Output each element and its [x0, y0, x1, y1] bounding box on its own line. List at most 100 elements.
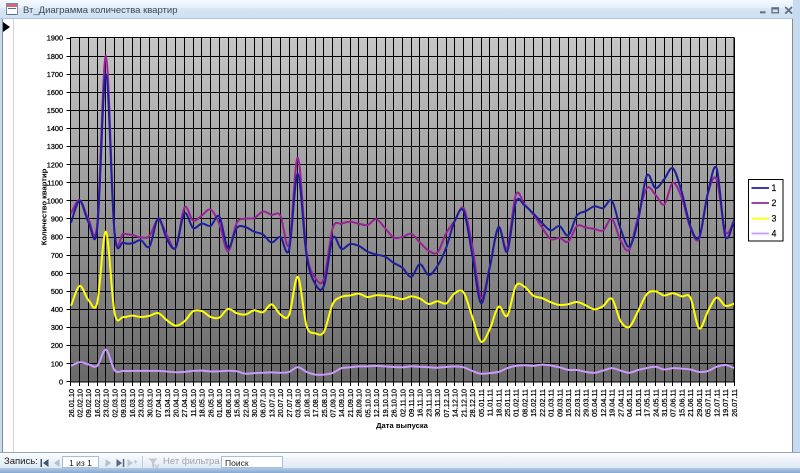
- svg-text:900: 900: [51, 215, 63, 224]
- svg-text:17.08.10: 17.08.10: [311, 389, 320, 417]
- svg-text:20.04.10: 20.04.10: [172, 389, 181, 417]
- svg-text:4: 4: [772, 229, 777, 239]
- svg-text:1100: 1100: [47, 178, 63, 187]
- svg-text:09.02.10: 09.02.10: [84, 389, 93, 417]
- svg-text:13.04.10: 13.04.10: [163, 389, 172, 417]
- svg-text:1700: 1700: [47, 70, 63, 79]
- svg-text:05.10.10: 05.10.10: [363, 389, 372, 417]
- svg-text:08.02.11: 08.02.11: [520, 389, 529, 417]
- svg-text:1800: 1800: [47, 52, 63, 61]
- svg-text:15.03.11: 15.03.11: [564, 389, 573, 417]
- svg-text:23.11.10: 23.11.10: [425, 389, 434, 417]
- svg-text:29.03.11: 29.03.11: [582, 389, 591, 417]
- svg-text:02.02.10: 02.02.10: [76, 389, 85, 417]
- svg-text:07.06.11: 07.06.11: [669, 389, 678, 417]
- svg-text:2: 2: [772, 198, 777, 208]
- svg-text:1400: 1400: [47, 124, 63, 133]
- svg-text:19.07.11: 19.07.11: [721, 389, 730, 417]
- svg-text:15.06.11: 15.06.11: [678, 389, 687, 417]
- svg-text:18.05.10: 18.05.10: [198, 389, 207, 417]
- svg-text:12.04.11: 12.04.11: [599, 389, 608, 417]
- svg-text:22.03.11: 22.03.11: [573, 389, 582, 417]
- svg-text:24.05.11: 24.05.11: [651, 389, 660, 417]
- svg-text:27.04.11: 27.04.11: [616, 389, 625, 417]
- svg-text:07.09.10: 07.09.10: [329, 389, 338, 417]
- svg-text:27.07.10: 27.07.10: [285, 389, 294, 417]
- svg-text:16.11.10: 16.11.10: [416, 389, 425, 417]
- svg-text:05.04.11: 05.04.11: [590, 389, 599, 417]
- svg-text:09.11.10: 09.11.10: [407, 389, 416, 417]
- svg-text:09.03.10: 09.03.10: [119, 389, 128, 417]
- svg-text:3: 3: [772, 214, 777, 224]
- svg-text:1000: 1000: [47, 197, 63, 206]
- svg-text:21.06.11: 21.06.11: [686, 389, 695, 417]
- svg-text:09.03.11: 09.03.11: [555, 389, 564, 417]
- svg-text:800: 800: [51, 233, 63, 242]
- svg-text:500: 500: [51, 287, 63, 296]
- svg-text:22.02.11: 22.02.11: [538, 389, 547, 417]
- svg-text:01.06.10: 01.06.10: [215, 389, 224, 417]
- svg-text:1300: 1300: [47, 142, 63, 151]
- svg-text:30.06.10: 30.06.10: [250, 389, 259, 417]
- svg-text:30.11.10: 30.11.10: [433, 389, 442, 417]
- svg-text:12.10.10: 12.10.10: [372, 389, 381, 417]
- svg-text:01.03.11: 01.03.11: [547, 389, 556, 417]
- svg-text:06.07.10: 06.07.10: [259, 389, 268, 417]
- svg-text:02.11.10: 02.11.10: [398, 389, 407, 417]
- svg-text:15.06.10: 15.06.10: [233, 389, 242, 417]
- svg-text:25.01.11: 25.01.11: [503, 389, 512, 417]
- svg-text:100: 100: [51, 359, 63, 368]
- svg-text:1600: 1600: [47, 88, 63, 97]
- svg-text:16.03.10: 16.03.10: [128, 389, 137, 417]
- svg-text:400: 400: [51, 305, 63, 314]
- svg-text:04.05.11: 04.05.11: [625, 389, 634, 417]
- svg-text:21.09.10: 21.09.10: [346, 389, 355, 417]
- svg-text:19.04.11: 19.04.11: [608, 389, 617, 417]
- svg-text:1: 1: [772, 183, 777, 193]
- svg-text:17.05.11: 17.05.11: [643, 389, 652, 417]
- svg-text:11.05.11: 11.05.11: [634, 389, 643, 416]
- svg-text:03.08.10: 03.08.10: [294, 389, 303, 417]
- svg-text:18.01.11: 18.01.11: [494, 389, 503, 417]
- svg-text:12.07.11: 12.07.11: [712, 389, 721, 417]
- svg-text:11.01.11: 11.01.11: [486, 389, 495, 416]
- svg-text:26.07.11: 26.07.11: [730, 389, 739, 417]
- svg-text:200: 200: [51, 341, 63, 350]
- svg-text:1900: 1900: [47, 34, 63, 43]
- svg-text:01.02.11: 01.02.11: [512, 389, 521, 417]
- svg-text:14.12.10: 14.12.10: [451, 389, 460, 417]
- svg-text:31.05.11: 31.05.11: [660, 389, 669, 417]
- svg-text:600: 600: [51, 269, 63, 278]
- svg-text:11.05.10: 11.05.10: [189, 389, 198, 417]
- svg-text:28.09.10: 28.09.10: [355, 389, 364, 417]
- svg-text:26.10.10: 26.10.10: [390, 389, 399, 417]
- svg-text:Количество квартир: Количество квартир: [40, 168, 49, 245]
- svg-text:700: 700: [51, 251, 63, 260]
- svg-text:14.09.10: 14.09.10: [337, 389, 346, 417]
- svg-text:05.01.11: 05.01.11: [477, 389, 486, 417]
- svg-text:25.08.10: 25.08.10: [320, 389, 329, 417]
- svg-text:02.03.10: 02.03.10: [110, 389, 119, 417]
- svg-text:23.03.10: 23.03.10: [137, 389, 146, 417]
- svg-text:08.06.10: 08.06.10: [224, 389, 233, 417]
- svg-text:22.06.10: 22.06.10: [241, 389, 250, 417]
- svg-text:28.12.10: 28.12.10: [468, 389, 477, 417]
- svg-text:19.10.10: 19.10.10: [381, 389, 390, 417]
- svg-text:16.02.10: 16.02.10: [93, 389, 102, 417]
- svg-text:10.08.10: 10.08.10: [302, 389, 311, 417]
- svg-text:0: 0: [59, 377, 63, 386]
- svg-text:05.07.11: 05.07.11: [704, 389, 713, 417]
- svg-text:20.07.10: 20.07.10: [276, 389, 285, 417]
- svg-text:300: 300: [51, 323, 63, 332]
- svg-text:27.04.10: 27.04.10: [180, 389, 189, 417]
- svg-text:1200: 1200: [47, 160, 63, 169]
- svg-text:15.02.11: 15.02.11: [529, 389, 538, 417]
- svg-text:1500: 1500: [47, 106, 63, 115]
- svg-text:07.12.10: 07.12.10: [442, 389, 451, 417]
- svg-text:30.03.10: 30.03.10: [145, 389, 154, 417]
- svg-text:23.02.10: 23.02.10: [102, 389, 111, 417]
- svg-text:26.01.10: 26.01.10: [67, 389, 76, 417]
- svg-text:29.06.11: 29.06.11: [695, 389, 704, 417]
- svg-text:Дата выпуска: Дата выпуска: [376, 421, 428, 430]
- svg-text:26.05.10: 26.05.10: [206, 389, 215, 417]
